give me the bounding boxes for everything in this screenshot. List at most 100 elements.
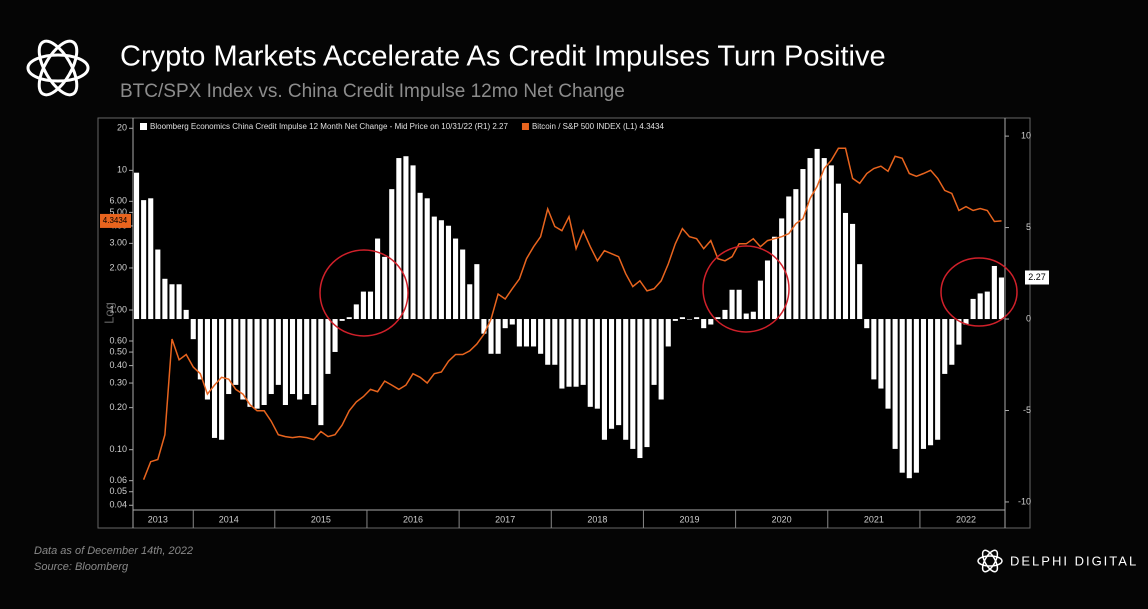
bar	[509, 319, 515, 325]
bar	[991, 265, 997, 320]
bar	[920, 319, 927, 449]
bar	[594, 319, 600, 409]
bar	[644, 319, 650, 448]
bar	[701, 319, 707, 329]
bar	[913, 319, 919, 473]
bar	[864, 319, 870, 329]
bar	[793, 189, 799, 320]
x-tick-label: 2016	[403, 514, 423, 524]
bar	[885, 319, 891, 409]
bar	[417, 192, 423, 320]
bar	[566, 319, 572, 387]
bar	[942, 319, 948, 374]
bar	[750, 311, 756, 320]
bar	[906, 319, 912, 479]
y-tick-label: 0.10	[109, 444, 127, 454]
y-tick-label: 0.40	[109, 360, 127, 370]
bar	[240, 319, 246, 400]
bar	[559, 319, 565, 389]
bar	[141, 200, 147, 320]
bar	[665, 319, 671, 347]
y-tick-label: 0.50	[109, 346, 127, 356]
bar	[197, 319, 203, 380]
y-tick-label: 3.00	[109, 238, 127, 248]
bar	[353, 304, 359, 320]
bar	[155, 249, 161, 320]
bar	[297, 319, 303, 400]
y2-tick-label: 0	[1026, 313, 1031, 323]
bar	[332, 319, 338, 352]
bar	[382, 256, 388, 320]
bar	[814, 148, 820, 320]
bar	[453, 238, 459, 320]
bar	[807, 158, 813, 320]
bar	[658, 319, 664, 400]
log-label: Log	[101, 302, 116, 324]
bar	[757, 280, 763, 320]
bar	[850, 223, 856, 320]
brand-logo	[977, 549, 1003, 573]
bar	[254, 319, 260, 409]
bar	[190, 319, 196, 340]
legend-label: Bloomberg Economics China Credit Impulse…	[150, 122, 509, 131]
last-value-badge	[1025, 270, 1049, 285]
bar	[779, 218, 785, 320]
bar	[367, 291, 374, 320]
y-tick-label: 0.04	[109, 500, 127, 510]
bar	[148, 198, 154, 320]
bar	[431, 216, 437, 320]
x-tick-label: 2015	[311, 514, 331, 524]
last-value-label: 2.27	[1028, 272, 1046, 282]
bar	[736, 289, 742, 320]
bar	[538, 319, 544, 354]
bar	[389, 189, 395, 320]
y-tick-label: 0.20	[109, 402, 127, 412]
bar	[268, 319, 274, 395]
plot: 20106.005.004.003.002.001.000.600.500.40…	[100, 122, 1049, 528]
x-tick-label: 2020	[772, 514, 792, 524]
bar	[304, 319, 310, 395]
bar	[424, 198, 430, 320]
bar	[679, 317, 685, 320]
bar	[275, 319, 281, 385]
bar	[488, 319, 494, 354]
bar	[495, 319, 501, 354]
bar	[623, 319, 629, 440]
bar	[133, 172, 140, 320]
footer-source: Source: Bloomberg	[34, 561, 129, 573]
logo	[26, 39, 90, 97]
bar	[963, 319, 969, 325]
bar	[935, 319, 941, 440]
bar	[764, 260, 771, 320]
bar	[637, 319, 643, 459]
bar	[686, 319, 693, 320]
bar	[360, 291, 366, 320]
bar	[523, 319, 530, 347]
bar	[176, 284, 182, 320]
chart-title: Crypto Markets Accelerate As Credit Impu…	[120, 41, 886, 73]
bar	[601, 319, 607, 440]
bar	[608, 319, 615, 429]
y2-tick-label: 10	[1021, 130, 1031, 140]
bar	[821, 158, 827, 320]
bar	[346, 317, 352, 320]
x-tick-label: 2022	[956, 514, 976, 524]
bar	[204, 319, 210, 400]
bar	[516, 319, 522, 347]
line	[142, 147, 1002, 480]
bar	[630, 319, 636, 449]
bar	[715, 317, 721, 320]
brand: DELPHI DIGITAL	[1010, 553, 1138, 568]
bar	[396, 158, 402, 320]
bar	[311, 319, 317, 406]
bar	[247, 319, 253, 407]
bar	[226, 319, 232, 395]
bar	[651, 319, 657, 385]
bar	[339, 319, 345, 321]
bar	[722, 309, 728, 320]
x-tick-label: 2021	[864, 514, 884, 524]
bar	[460, 249, 466, 320]
y-tick-label: 2.00	[109, 262, 127, 272]
bar	[835, 183, 841, 320]
bar	[375, 238, 381, 320]
